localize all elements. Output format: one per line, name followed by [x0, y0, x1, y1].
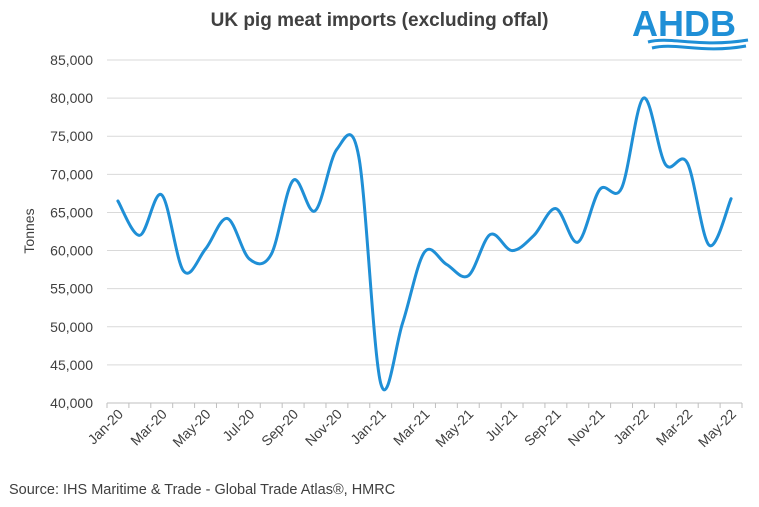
y-tick-label: 60,000 [50, 243, 93, 259]
y-tick-label: 55,000 [50, 281, 93, 297]
y-tick-label: 45,000 [50, 357, 93, 373]
y-tick-label: 50,000 [50, 319, 93, 335]
x-tick-label: Sep-20 [258, 406, 301, 449]
logo-text: AHDB [632, 4, 736, 44]
y-tick-label: 65,000 [50, 204, 93, 220]
y-axis-ticks: 40,000 45,000 50,000 55,000 60,000 65,000 70,0… [50, 52, 93, 411]
chart-title: UK pig meat imports (excluding offal) [210, 10, 549, 31]
x-tick-label: Jul-20 [219, 406, 257, 444]
x-tick-label: Jan-22 [610, 406, 652, 448]
ahdb-logo: AHDB [632, 4, 749, 51]
y-axis-label: Tonnes [21, 208, 37, 253]
x-tick-label: Mar-22 [653, 406, 696, 449]
y-tick-label: 40,000 [50, 395, 93, 411]
source-note: Source: IHS Maritime & Trade - Global Tr… [9, 482, 396, 498]
x-axis [106, 402, 743, 408]
x-tick-label: Mar-21 [390, 406, 433, 449]
x-tick-label: Sep-21 [521, 406, 564, 449]
x-tick-label: May-21 [432, 406, 476, 450]
x-tick-label: Jul-21 [482, 406, 520, 444]
x-tick-label: May-20 [169, 406, 213, 450]
x-tick-label: Jan-20 [84, 406, 126, 448]
y-tick-label: 85,000 [50, 52, 93, 68]
x-tick-label: Nov-20 [302, 406, 345, 449]
gridlines [107, 59, 742, 366]
series-line [116, 96, 733, 392]
x-axis-ticks: Jan-20 Mar-20 May-20 Jul-20 Sep-20 Nov-20 Jan-… [84, 406, 739, 450]
x-tick-label: May-22 [695, 406, 739, 450]
y-tick-label: 70,000 [50, 166, 93, 182]
x-tick-label: Nov-21 [565, 406, 608, 449]
x-tick-label: Mar-20 [127, 406, 170, 449]
x-tick-label: Jan-21 [347, 406, 389, 448]
y-tick-label: 80,000 [50, 90, 93, 106]
y-tick-label: 75,000 [50, 128, 93, 144]
